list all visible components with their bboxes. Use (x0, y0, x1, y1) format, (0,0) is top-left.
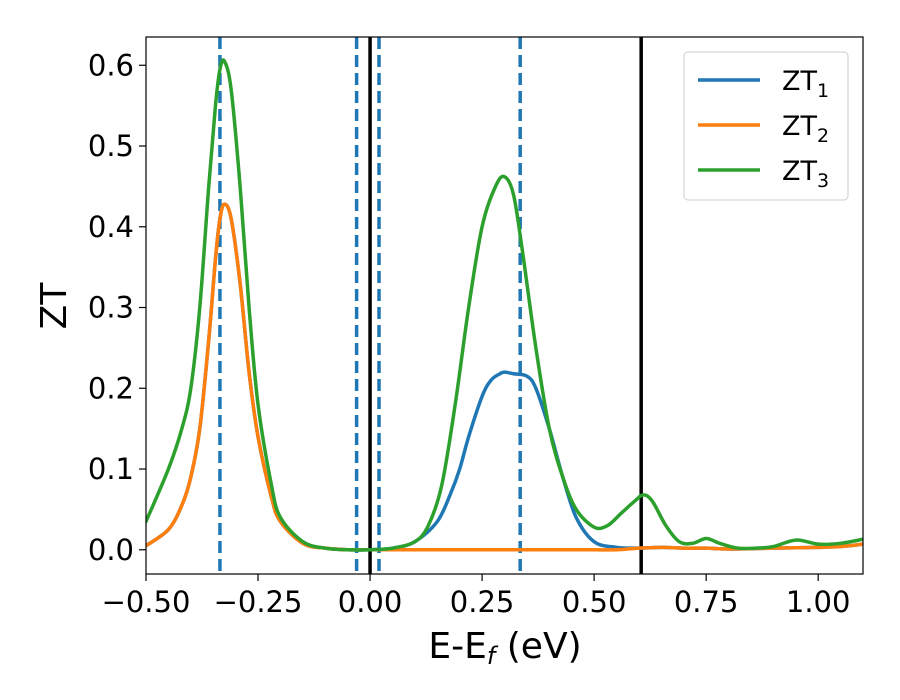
x-axis-title: E-Ef (eV) (428, 626, 581, 670)
x-tick-label: 0.00 (338, 585, 403, 619)
legend-label-zt2: ZT2 (782, 111, 829, 147)
y-axis-title: ZT (34, 282, 75, 330)
plot-frame (145, 36, 864, 575)
y-tick-label: 0.6 (88, 48, 134, 82)
x-tick-label: −0.25 (214, 585, 303, 619)
x-tick-label: 0.75 (674, 585, 739, 619)
y-tick-label: 0.0 (88, 533, 134, 567)
x-tick-label: 0.25 (450, 585, 515, 619)
plot-area (146, 37, 863, 574)
y-tick-label: 0.1 (88, 452, 134, 486)
series-line-zt3 (146, 58, 863, 552)
legend-label-zt1: ZT1 (782, 66, 829, 102)
y-tick-label: 0.2 (88, 371, 134, 405)
y-tick-label: 0.4 (88, 210, 134, 244)
x-tick-label: 1.00 (786, 585, 851, 619)
y-tick-label: 0.5 (88, 129, 134, 163)
reference-lines (218, 37, 643, 574)
y-axis: 0.0 0.1 0.2 0.3 0.4 0.5 0.6 (88, 48, 146, 567)
x-tick-label: −0.50 (102, 585, 191, 619)
x-axis-title-main: E-E (428, 626, 486, 667)
x-axis: −0.50 −0.25 0.00 0.25 0.50 0.75 1.00 (102, 574, 851, 619)
x-axis-title-unit: (eV) (495, 626, 581, 667)
series-lines (146, 58, 863, 552)
legend-box (683, 51, 849, 201)
y-tick-label: 0.3 (88, 291, 134, 325)
legend-label-zt3: ZT3 (782, 156, 829, 192)
legend: ZT1 ZT2 ZT3 (683, 51, 849, 201)
x-tick-label: 0.50 (562, 585, 627, 619)
